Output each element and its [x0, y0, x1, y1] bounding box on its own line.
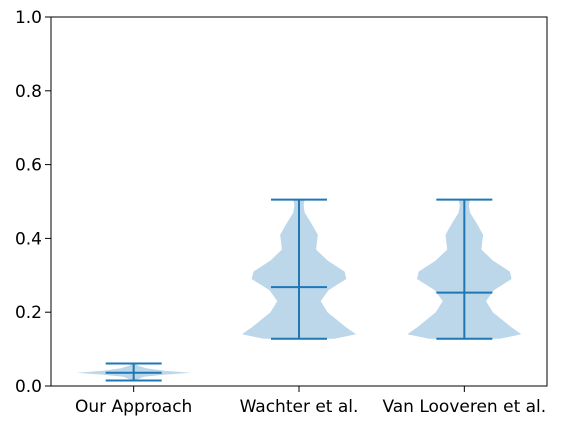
y-tick-label: 0.2 [15, 303, 42, 323]
violin-group [242, 198, 356, 340]
x-category-label: Van Looveren et al. [382, 397, 546, 417]
violin-group [407, 198, 522, 340]
y-axis: 0.0 0.2 0.4 0.6 0.8 1.0 [15, 8, 51, 397]
x-category-label: Our Approach [75, 397, 192, 417]
x-axis: Our Approach Wachter et al. Van Looveren e… [75, 386, 546, 417]
y-tick-label: 0.8 [15, 82, 42, 102]
plot-frame [50, 16, 548, 387]
y-tick-label: 0.6 [15, 156, 42, 176]
violins-layer [76, 198, 522, 382]
y-tick-label: 0.4 [15, 229, 42, 249]
y-tick-label: 1.0 [15, 8, 42, 28]
y-tick-label: 0.0 [15, 377, 42, 397]
violin-group [76, 362, 191, 382]
x-category-label: Wachter et al. [240, 397, 359, 417]
